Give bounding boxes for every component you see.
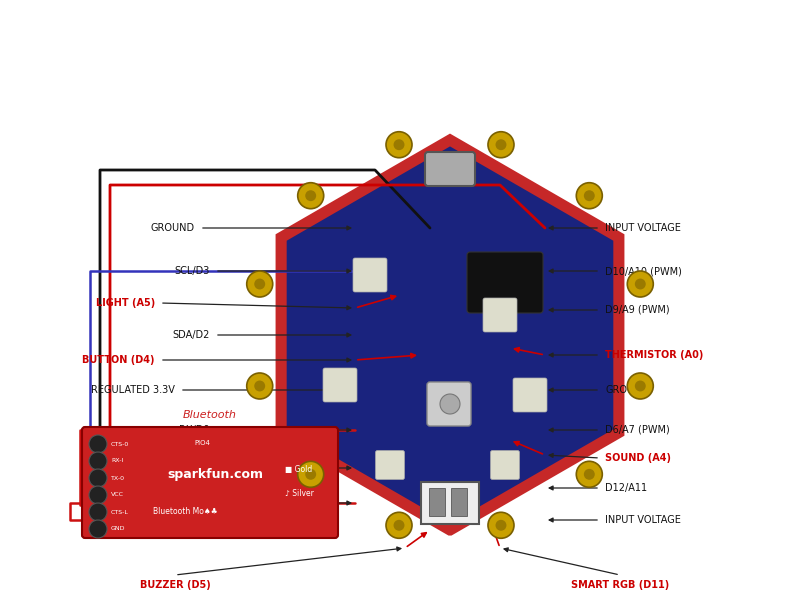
Text: ♪ Silver: ♪ Silver: [285, 488, 314, 497]
Circle shape: [488, 132, 514, 158]
Text: GROUND: GROUND: [151, 223, 195, 233]
Text: GND: GND: [111, 527, 126, 532]
Circle shape: [246, 373, 273, 399]
Circle shape: [635, 278, 646, 289]
Circle shape: [89, 435, 107, 453]
Circle shape: [89, 503, 107, 521]
Text: INPUT VOLTAGE: INPUT VOLTAGE: [605, 515, 681, 525]
FancyBboxPatch shape: [375, 451, 405, 479]
Circle shape: [576, 182, 602, 209]
Circle shape: [89, 486, 107, 504]
FancyBboxPatch shape: [427, 382, 471, 426]
Circle shape: [386, 132, 412, 158]
Text: SCL/D3: SCL/D3: [174, 266, 210, 276]
Text: Bluetooth: Bluetooth: [183, 410, 237, 420]
Text: D9/A9 (PWM): D9/A9 (PWM): [605, 305, 670, 315]
Text: PIO4: PIO4: [194, 440, 210, 446]
Circle shape: [246, 271, 273, 297]
Circle shape: [254, 278, 265, 289]
Text: D10/A10 (PWM): D10/A10 (PWM): [605, 266, 682, 276]
Circle shape: [584, 469, 594, 480]
FancyBboxPatch shape: [353, 258, 387, 292]
Text: THERMISTOR (A0): THERMISTOR (A0): [605, 350, 703, 360]
Circle shape: [306, 190, 316, 201]
Circle shape: [386, 512, 412, 538]
FancyBboxPatch shape: [82, 427, 338, 538]
Circle shape: [495, 139, 506, 150]
FancyBboxPatch shape: [467, 252, 543, 313]
Polygon shape: [281, 140, 619, 530]
Circle shape: [440, 394, 460, 414]
Circle shape: [306, 469, 316, 480]
FancyBboxPatch shape: [429, 488, 445, 516]
Text: VCC: VCC: [111, 493, 124, 497]
Text: D12/A11: D12/A11: [605, 483, 647, 493]
FancyBboxPatch shape: [421, 482, 479, 524]
Text: LIGHT (A5): LIGHT (A5): [96, 298, 155, 308]
FancyBboxPatch shape: [483, 298, 517, 332]
Circle shape: [298, 182, 324, 209]
Circle shape: [298, 461, 324, 487]
Circle shape: [394, 520, 405, 531]
FancyBboxPatch shape: [451, 488, 467, 516]
Text: TX/D1: TX/D1: [181, 463, 210, 473]
Text: INPUT VOLTAGE: INPUT VOLTAGE: [605, 223, 681, 233]
Text: BUZZER (D5): BUZZER (D5): [140, 580, 210, 590]
Text: RX/D0: RX/D0: [179, 425, 210, 435]
Circle shape: [89, 452, 107, 470]
Circle shape: [394, 139, 405, 150]
Circle shape: [627, 271, 654, 297]
Circle shape: [254, 380, 265, 391]
Text: RX-I: RX-I: [111, 458, 123, 463]
Text: BUTTON (D4): BUTTON (D4): [82, 355, 155, 365]
Text: SDA/D2: SDA/D2: [173, 330, 210, 340]
Circle shape: [576, 461, 602, 487]
Circle shape: [488, 512, 514, 538]
Text: SOUND (A4): SOUND (A4): [605, 453, 671, 463]
Text: REGULATED 3.3V: REGULATED 3.3V: [91, 385, 175, 395]
FancyBboxPatch shape: [490, 451, 519, 479]
Text: Bluetooth Mo♠♣: Bluetooth Mo♠♣: [153, 508, 218, 517]
FancyBboxPatch shape: [513, 378, 547, 412]
Circle shape: [627, 373, 654, 399]
Text: CTS-L: CTS-L: [111, 509, 129, 514]
Circle shape: [635, 380, 646, 391]
Text: D6/A7 (PWM): D6/A7 (PWM): [605, 425, 670, 435]
Text: ■ Gold: ■ Gold: [285, 466, 312, 475]
Circle shape: [584, 190, 594, 201]
Text: GROUND: GROUND: [166, 498, 210, 508]
Circle shape: [89, 469, 107, 487]
FancyBboxPatch shape: [425, 152, 475, 186]
Text: TX-0: TX-0: [111, 475, 125, 481]
Circle shape: [495, 520, 506, 531]
FancyBboxPatch shape: [323, 368, 357, 402]
Circle shape: [89, 520, 107, 538]
Text: sparkfun.com: sparkfun.com: [167, 467, 263, 481]
Text: SMART RGB (D11): SMART RGB (D11): [571, 580, 669, 590]
Text: GROUND: GROUND: [605, 385, 649, 395]
Text: CTS-0: CTS-0: [111, 442, 130, 446]
